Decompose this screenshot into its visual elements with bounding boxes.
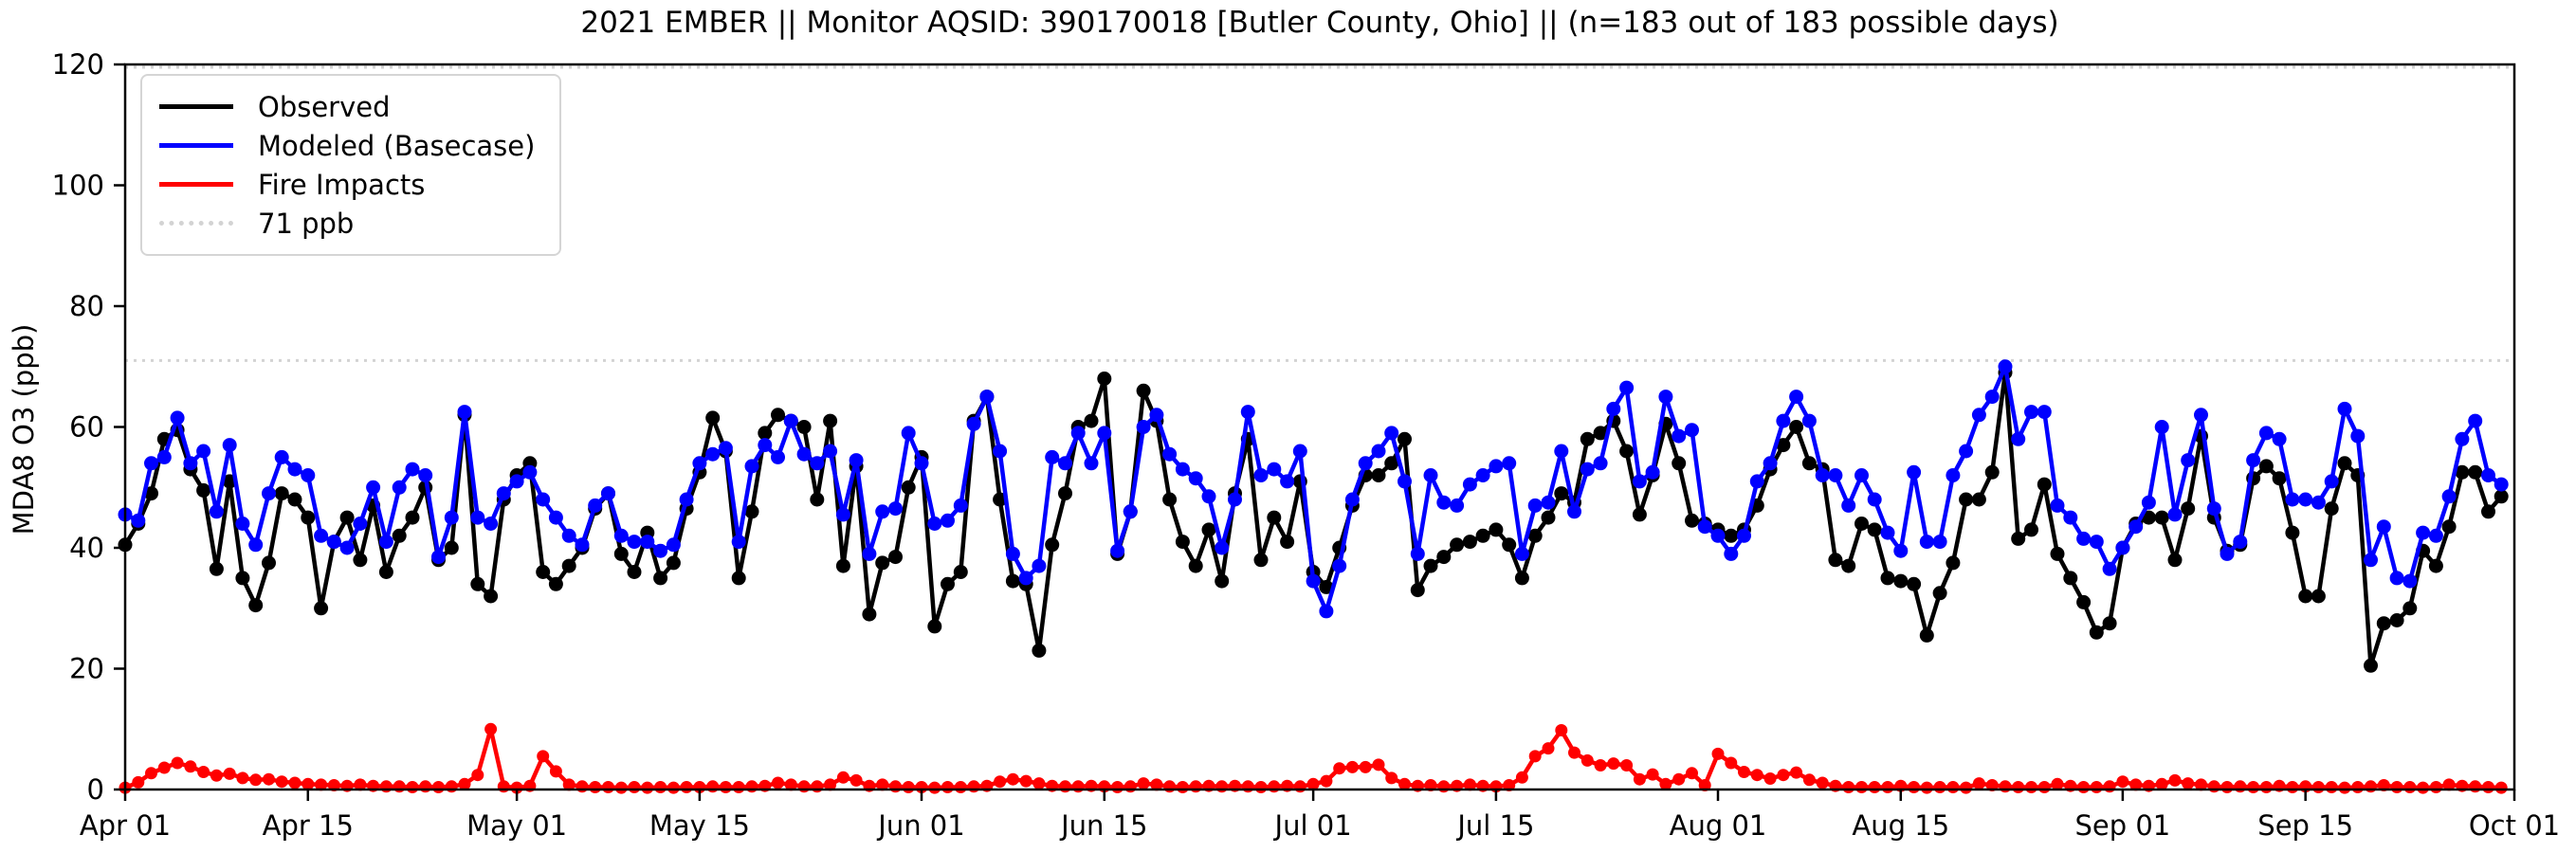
series-modeled-basecase-	[118, 359, 2509, 619]
svg-text:60: 60	[69, 411, 104, 444]
svg-text:May 15: May 15	[649, 809, 750, 842]
legend-label-observed: Observed	[258, 90, 391, 123]
series-fire-impacts	[119, 722, 2508, 794]
legend-item-modeled: Modeled (Basecase)	[159, 126, 535, 165]
legend-item-observed: Observed	[159, 87, 535, 126]
svg-text:Aug 01: Aug 01	[1670, 809, 1767, 842]
legend-label-modeled: Modeled (Basecase)	[258, 129, 536, 162]
svg-text:Sep 01: Sep 01	[2074, 809, 2170, 842]
chart-title: 2021 EMBER || Monitor AQSID: 390170018 […	[580, 6, 2059, 40]
svg-text:80: 80	[69, 290, 104, 322]
svg-text:120: 120	[52, 48, 104, 81]
threshold-line-swatch	[159, 221, 233, 226]
svg-text:Aug 15: Aug 15	[1852, 809, 1949, 842]
y-axis: 0 20 40 60 80 100 120	[52, 48, 125, 806]
x-axis: Apr 01 Apr 15 May 01 May 15 Jun 01 Jun 15 Jul …	[80, 789, 2560, 842]
legend-label-threshold: 71 ppb	[258, 207, 355, 240]
observed-line-swatch	[159, 104, 233, 109]
svg-text:Jun 01: Jun 01	[876, 809, 964, 842]
fire-line-swatch	[159, 182, 233, 187]
legend-item-threshold: 71 ppb	[159, 204, 535, 243]
svg-text:Jun 15: Jun 15	[1059, 809, 1147, 842]
svg-text:0: 0	[87, 773, 104, 806]
svg-text:Jul 01: Jul 01	[1273, 809, 1352, 842]
svg-text:Apr 15: Apr 15	[263, 809, 354, 842]
svg-text:Sep 15: Sep 15	[2257, 809, 2353, 842]
svg-text:40: 40	[69, 532, 104, 564]
svg-text:Oct 01: Oct 01	[2469, 809, 2560, 842]
svg-text:20: 20	[69, 653, 104, 685]
legend-label-fire: Fire Impacts	[258, 168, 426, 201]
legend: Observed Modeled (Basecase) Fire Impacts…	[140, 74, 562, 256]
svg-text:Apr 01: Apr 01	[80, 809, 171, 842]
modeled-line-swatch	[159, 143, 233, 148]
svg-text:100: 100	[52, 170, 104, 202]
svg-text:May 01: May 01	[466, 809, 567, 842]
legend-item-fire: Fire Impacts	[159, 165, 535, 204]
svg-text:Jul 15: Jul 15	[1455, 809, 1534, 842]
